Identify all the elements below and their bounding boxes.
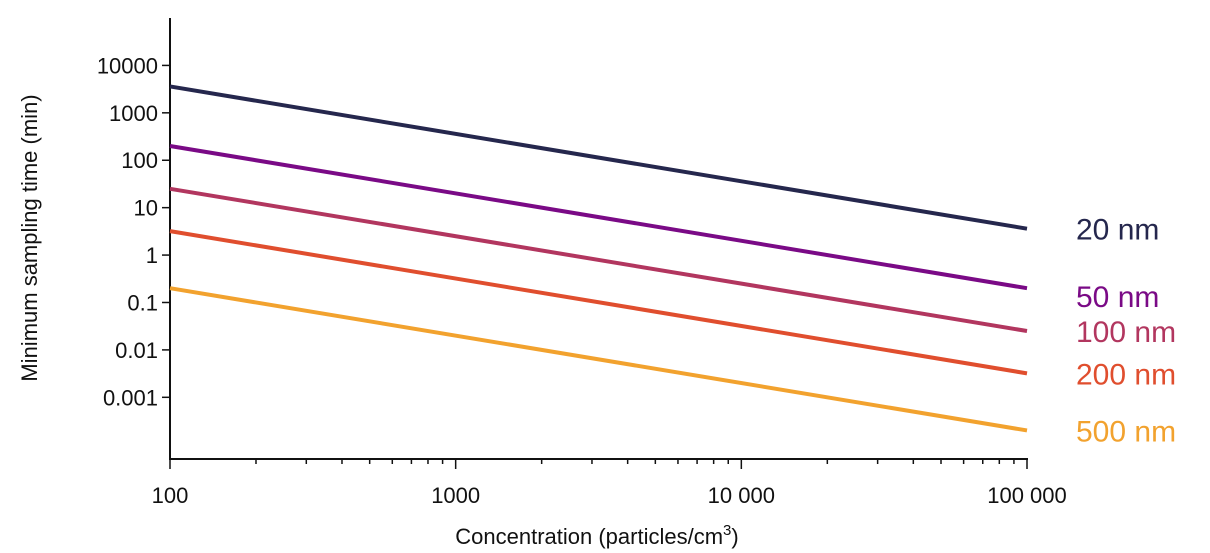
x-tick-label: 100 000	[987, 483, 1067, 508]
y-tick-label: 1000	[109, 101, 158, 126]
series-label: 50 nm	[1076, 281, 1159, 314]
y-tick-label: 0.1	[127, 290, 158, 315]
series-label: 20 nm	[1076, 214, 1159, 247]
series-label: 100 nm	[1076, 316, 1176, 349]
x-axis-title: Concentration (particles/cm3)	[455, 522, 738, 549]
series-lines	[169, 84, 1028, 433]
x-tick-label: 1000	[431, 483, 480, 508]
x-axis-title-main: Concentration (particles/cm	[455, 524, 723, 549]
series-line	[169, 186, 1028, 334]
y-ticks: 10000 1000 100 10 1 0.1 0.01 0.001	[97, 53, 170, 410]
y-tick-label: 100	[121, 148, 158, 173]
y-tick-label: 0.001	[103, 385, 158, 410]
series-line	[169, 229, 1028, 376]
y-tick-label: 1	[146, 243, 158, 268]
y-tick-label: 10	[134, 196, 158, 221]
y-axis-title: Minimum sampling time (min)	[17, 94, 42, 381]
y-tick-label: 0.01	[115, 338, 158, 363]
x-axis-title-close: )	[731, 524, 738, 549]
y-tick-label: 10000	[97, 53, 158, 78]
x-ticks: 100 1000 10 000 100 000	[152, 459, 1067, 508]
series-line	[169, 286, 1028, 433]
x-tick-label: 100	[152, 483, 189, 508]
plot-area: 100 1000 10 000 100 000 10000 1000 100 10 1 0.1 0…	[97, 18, 1176, 508]
series-line	[169, 143, 1028, 291]
x-tick-label: 10 000	[708, 483, 775, 508]
series-label: 200 nm	[1076, 358, 1176, 391]
series-label: 500 nm	[1076, 415, 1176, 448]
series-line	[169, 84, 1028, 231]
x-axis-title-superscript: 3	[723, 522, 731, 539]
